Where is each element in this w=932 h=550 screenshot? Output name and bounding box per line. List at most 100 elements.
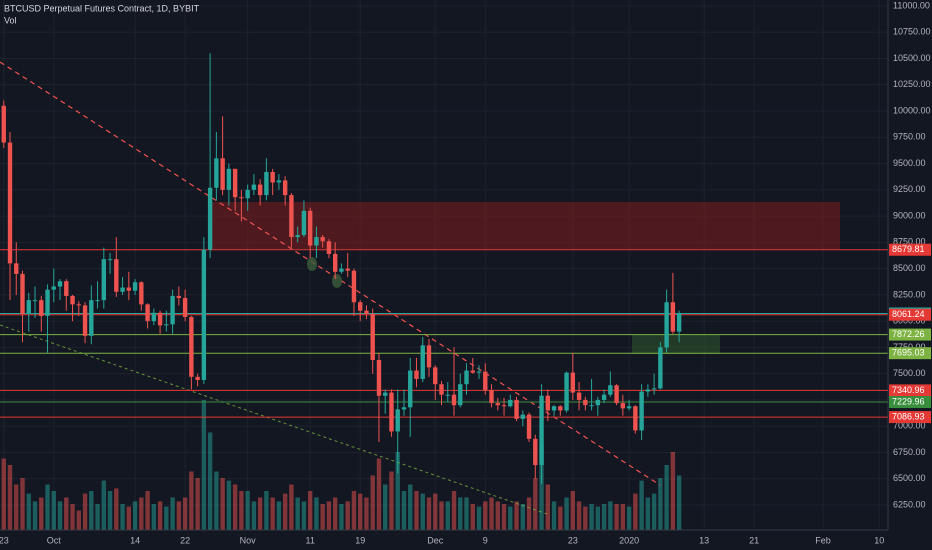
candle-body [358, 302, 363, 311]
price-tag [889, 411, 931, 424]
volume-bar [608, 501, 613, 530]
candle-body [376, 360, 382, 396]
volume-bar [383, 484, 388, 530]
y-tick-label: 6250.00 [893, 499, 926, 509]
volume-bar [107, 491, 113, 530]
price-tag-label: 7086.93 [892, 411, 925, 421]
volume-bar [170, 497, 175, 530]
candle-body [14, 263, 19, 274]
candle-body [201, 249, 207, 380]
volume-bar [239, 491, 244, 530]
volume-bar [651, 493, 657, 530]
y-tick-label: 9250.00 [893, 184, 926, 194]
volume-bar [126, 506, 132, 530]
candle-body [207, 187, 213, 250]
candle-body [76, 304, 81, 306]
x-tick-label: 13 [699, 535, 709, 545]
volume-bar [633, 493, 638, 530]
volume-bar [295, 497, 300, 530]
volume-bar [1, 458, 6, 530]
volume-bar [539, 445, 544, 530]
candle-body [1, 105, 6, 143]
volume-bar [576, 501, 582, 530]
x-tick-label: 21 [749, 535, 759, 545]
candle-body [145, 304, 150, 322]
candles [1, 53, 682, 484]
candle-body [220, 158, 225, 190]
candle-body [226, 168, 232, 190]
volume-bar [214, 471, 219, 530]
volume-bar [595, 506, 601, 530]
x-tick-label: Dec [427, 535, 444, 545]
volume-bar [95, 504, 100, 530]
candle-body [539, 395, 544, 466]
volume-bar [82, 493, 88, 530]
volume-bar [433, 493, 438, 530]
candle-body [395, 409, 400, 432]
y-tick-label: 10500.00 [893, 53, 931, 63]
volume-bar [314, 497, 319, 530]
y-tick-label: 6750.00 [893, 447, 926, 457]
volume-bar [614, 504, 619, 530]
candle-body [276, 180, 282, 183]
volume-bar [583, 506, 588, 530]
candle-body [307, 210, 313, 246]
volume-label: Vol [4, 15, 17, 25]
candle-body [257, 184, 263, 196]
candle-body [620, 403, 626, 409]
candle-body [45, 289, 50, 316]
x-tick-label: 22 [180, 535, 190, 545]
candle-body [476, 371, 482, 373]
volume-bar [333, 497, 338, 530]
candle-body [7, 142, 13, 264]
volume-bar [39, 497, 44, 530]
volume-bar [51, 491, 56, 530]
volume-bar [601, 504, 607, 530]
candle-body [107, 259, 113, 261]
volume-bar [76, 510, 81, 530]
x-tick-label: 10 [874, 535, 884, 545]
candle-body [333, 253, 338, 272]
candle-body [583, 399, 588, 406]
price-tag [889, 243, 931, 256]
volume-bar [220, 478, 225, 530]
y-tick-label: 10250.00 [893, 79, 931, 89]
y-tick-label: 8250.00 [893, 289, 926, 299]
candle-body [326, 241, 332, 254]
volume-bar [270, 497, 275, 530]
candle-body [182, 298, 188, 317]
volume-bar [514, 501, 519, 530]
volume-bar [26, 493, 31, 530]
volume-bar [589, 504, 594, 530]
volume-bar [483, 501, 488, 530]
candle-body [451, 394, 457, 406]
y-tick-label: 7750.00 [893, 342, 926, 352]
candle-body [664, 302, 669, 348]
volume-bar [114, 488, 119, 530]
candle-body [626, 406, 632, 409]
candle-body [570, 372, 576, 393]
candle-body [614, 385, 619, 404]
candle-body [289, 195, 294, 238]
candle-body [64, 281, 69, 296]
volume-bar [182, 497, 188, 530]
volume-bar [620, 504, 626, 530]
y-tick-label: 9000.00 [893, 210, 926, 220]
x-tick-label: 14 [130, 535, 140, 545]
volume-bar [307, 491, 313, 530]
x-tick-label: 2020 [619, 535, 639, 545]
candle-body [139, 282, 144, 305]
price-tag-label: 8061.24 [892, 309, 925, 319]
y-tick-label: 6500.00 [893, 473, 926, 483]
candle-body [514, 399, 519, 419]
volume-bar [489, 497, 494, 530]
volume-bar [251, 501, 257, 530]
candle-body [282, 180, 288, 196]
price-tag-label: 7229.96 [892, 396, 925, 406]
candle-body [270, 171, 275, 183]
volume-bar [451, 491, 457, 530]
candle-body [189, 316, 194, 377]
volume-bar [207, 432, 213, 530]
volume-bar [339, 504, 344, 530]
